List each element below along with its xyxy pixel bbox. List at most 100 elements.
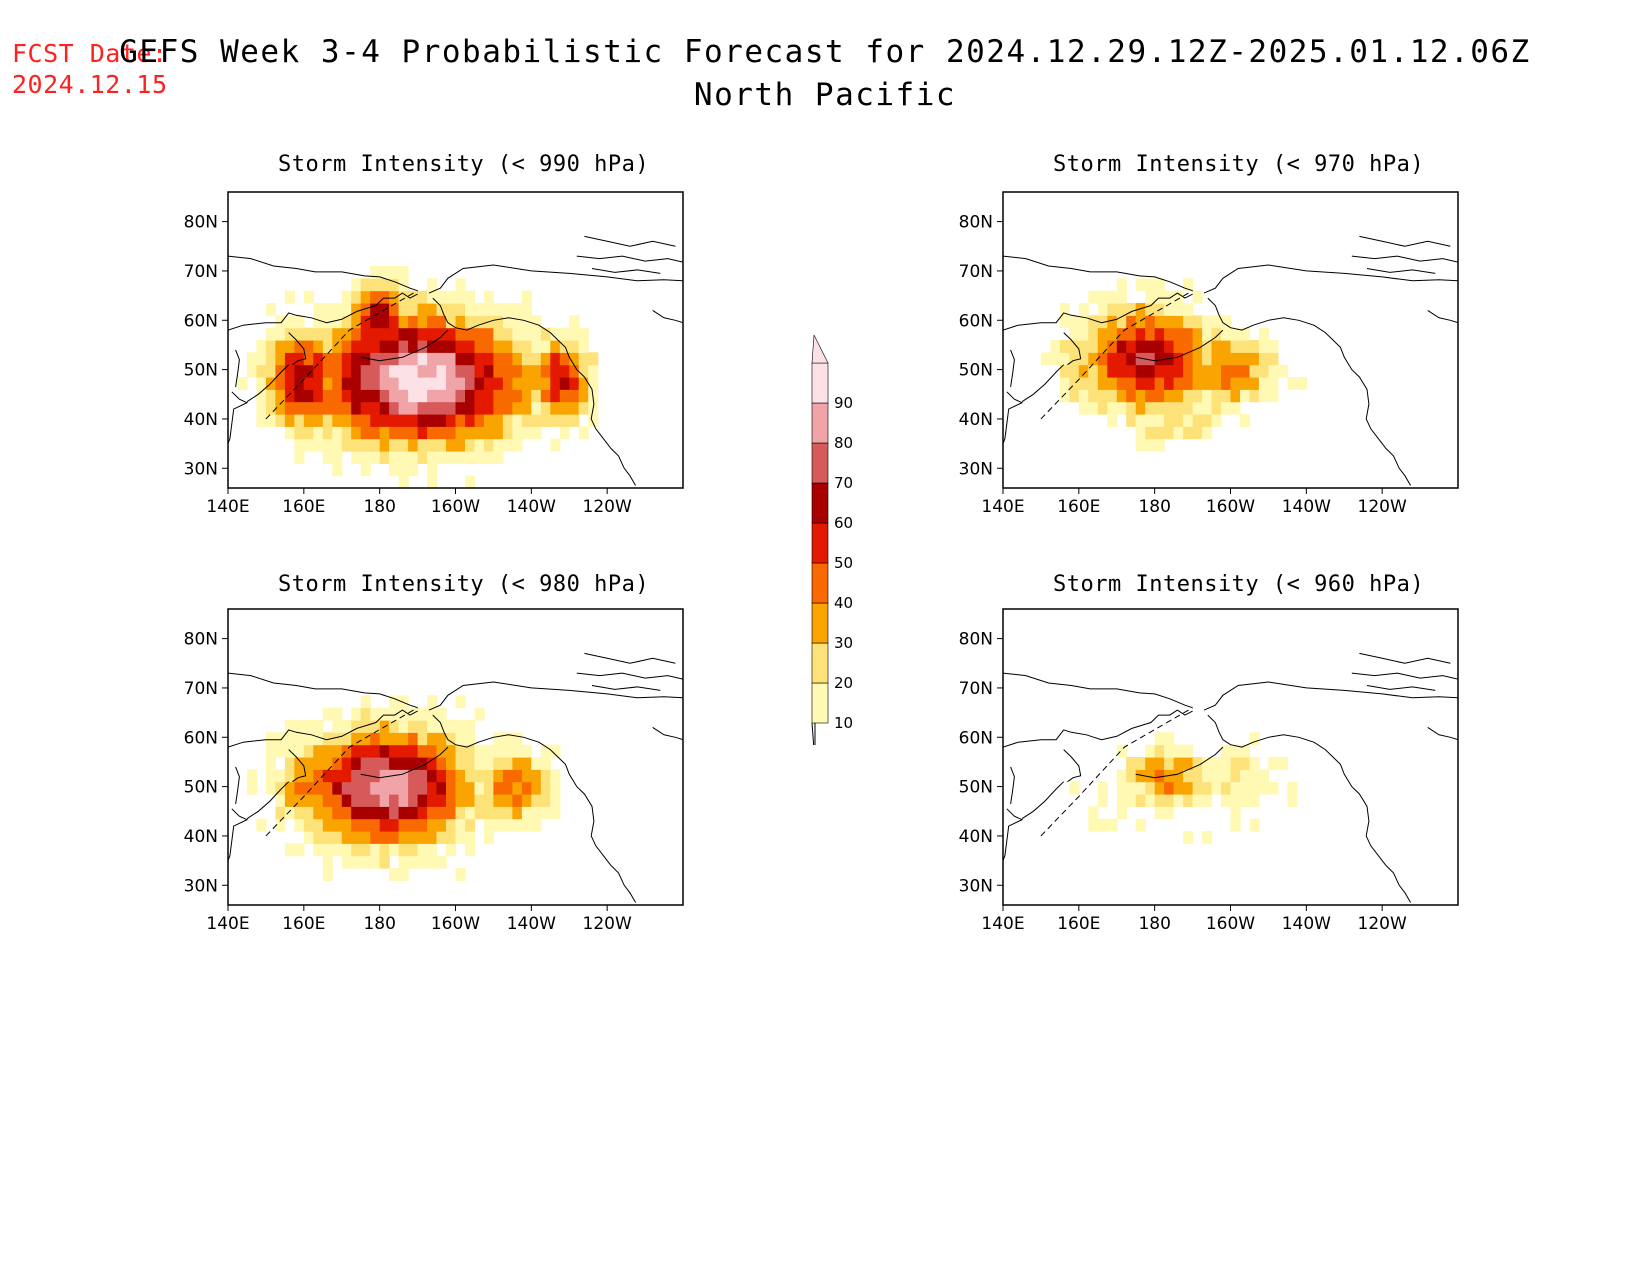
prob-cell	[455, 364, 466, 378]
prob-cell	[265, 732, 276, 746]
prob-cell	[398, 781, 409, 795]
prob-cell	[275, 327, 286, 341]
prob-cell	[1211, 769, 1222, 783]
prob-cell	[1164, 414, 1175, 427]
prob-cell	[493, 806, 504, 820]
coastline	[1203, 264, 1458, 294]
prob-cell	[455, 352, 466, 366]
prob-cell	[1069, 340, 1080, 353]
prob-cell	[474, 707, 485, 721]
prob-cell	[275, 794, 286, 807]
prob-cell	[408, 401, 419, 415]
prob-cell	[550, 794, 561, 807]
prob-cell	[332, 401, 343, 415]
prob-cell	[446, 794, 457, 807]
coastline	[1003, 255, 1193, 292]
coastline	[1063, 749, 1082, 783]
prob-cell	[550, 781, 561, 795]
prob-cell	[1202, 340, 1213, 353]
prob-cell	[322, 377, 333, 390]
prob-cell	[455, 794, 466, 807]
prob-cell	[408, 831, 419, 844]
prob-cell	[474, 806, 485, 820]
prob-cell	[436, 831, 447, 844]
prob-cell	[465, 401, 476, 415]
prob-cell	[332, 364, 343, 378]
prob-cell	[531, 364, 542, 378]
colorbar-swatch	[811, 682, 829, 724]
prob-cell	[512, 303, 523, 316]
prob-cell	[483, 438, 494, 452]
prob-cell	[322, 794, 333, 807]
prob-cell	[446, 364, 457, 378]
prob-cell	[370, 340, 381, 353]
prob-cell	[465, 720, 476, 733]
prob-cell	[379, 732, 390, 746]
prob-cell	[341, 438, 352, 452]
prob-cell	[370, 831, 381, 844]
prob-cell	[1240, 364, 1251, 378]
prob-cell	[474, 744, 485, 758]
prob-cell	[247, 781, 258, 795]
prob-cell	[436, 451, 447, 464]
prob-cell	[1173, 389, 1184, 403]
prob-cell	[294, 757, 305, 770]
prob-cell	[569, 352, 580, 366]
prob-cell	[398, 744, 409, 758]
prob-cell	[521, 377, 532, 390]
coastline	[1003, 808, 1024, 861]
prob-cell	[322, 389, 333, 403]
lat-tick-label: 40N	[959, 827, 993, 847]
prob-cell	[1126, 757, 1137, 770]
prob-cell	[1116, 303, 1127, 316]
prob-cell	[1069, 781, 1080, 795]
prob-cell	[493, 364, 504, 378]
prob-cell	[1240, 327, 1251, 341]
prob-cell	[474, 438, 485, 452]
lon-tick-label: 120W	[1358, 497, 1407, 517]
prob-cell	[436, 414, 447, 427]
prob-cell	[275, 401, 286, 415]
prob-cell	[265, 364, 276, 378]
prob-cell	[360, 303, 371, 316]
prob-cell	[1126, 781, 1137, 795]
prob-cell	[322, 426, 333, 440]
prob-cell	[1145, 278, 1156, 292]
lat-tick-label: 30N	[959, 459, 993, 479]
prob-cell	[389, 695, 400, 709]
prob-cell	[578, 377, 589, 390]
prob-cell	[1164, 744, 1175, 758]
prob-cell	[294, 315, 305, 329]
prob-cell	[436, 794, 447, 807]
lon-tick-label: 140E	[206, 914, 249, 934]
prob-cell	[1135, 352, 1146, 366]
coastline	[1063, 332, 1082, 366]
prob-cell	[1088, 401, 1099, 415]
colorbar-level-label: 20	[834, 674, 853, 692]
prob-cell	[322, 855, 333, 869]
prob-cell	[1126, 364, 1137, 378]
prob-cell	[521, 426, 532, 440]
prob-cell	[483, 744, 494, 758]
prob-cell	[341, 843, 352, 857]
prob-cell	[465, 732, 476, 746]
prob-cell	[1230, 352, 1241, 366]
prob-cell	[493, 769, 504, 783]
prob-cell	[1192, 364, 1203, 378]
lon-tick-label: 180	[363, 497, 395, 517]
prob-cell	[1126, 377, 1137, 390]
prob-cell	[455, 340, 466, 353]
prob-cell	[455, 868, 466, 881]
panel-title-980: Storm Intensity (< 980 hPa)	[278, 572, 650, 597]
prob-cell	[398, 278, 409, 292]
prob-cell	[341, 831, 352, 844]
prob-cell	[1268, 340, 1279, 353]
prob-cell	[1059, 315, 1070, 329]
coastlines	[1003, 652, 1458, 903]
prob-cell	[351, 720, 362, 733]
prob-cell	[1221, 364, 1232, 378]
prob-cell	[427, 732, 438, 746]
prob-cell	[1211, 364, 1222, 378]
prob-cell	[332, 414, 343, 427]
prob-cell	[569, 340, 580, 353]
